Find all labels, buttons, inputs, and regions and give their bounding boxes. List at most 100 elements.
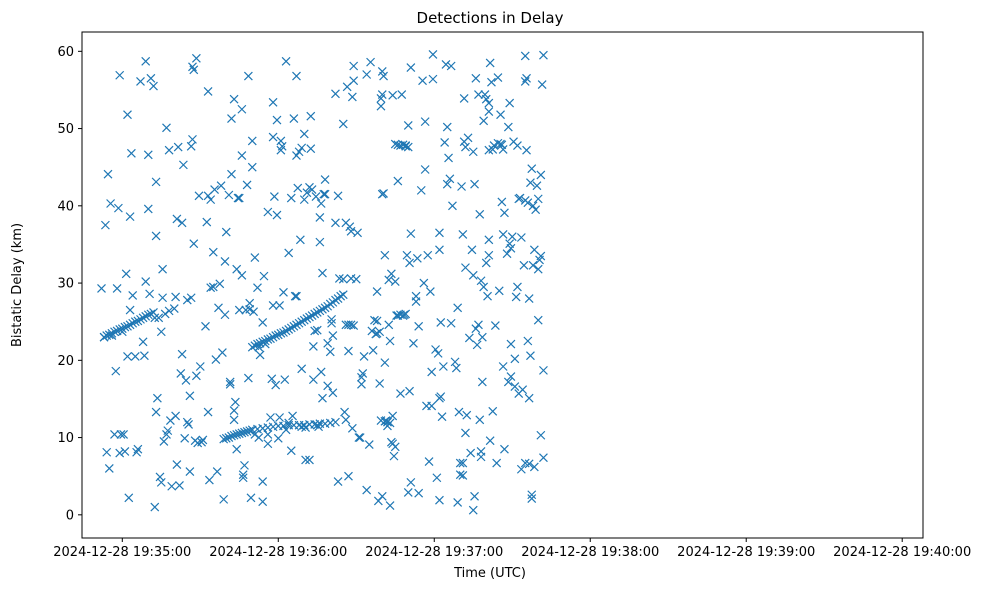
data-point [280,375,290,385]
data-point [537,80,547,89]
data-point [496,110,505,120]
y-axis-label: Bistatic Delay (km) [10,223,25,347]
data-point [164,145,174,155]
data-point [366,57,375,67]
data-point [255,338,265,348]
data-point [484,235,494,245]
data-point [295,235,305,245]
y-axis: 0 10 20 30 40 50 60 [57,45,82,523]
x-tick-label: 2024-12-28 19:38:00 [521,545,659,560]
data-point [490,321,500,330]
data-point [336,291,346,301]
data-point [164,306,174,316]
data-point [237,151,247,161]
data-point [258,477,268,487]
data-point [195,362,205,371]
data-point [130,352,140,361]
data-point [472,340,482,350]
data-point [188,134,197,144]
data-point [120,447,130,456]
x-axis-label: Time (UTC) [453,566,526,581]
data-point [467,245,477,255]
data-point [133,444,143,454]
data-point [219,434,229,444]
data-point [483,291,492,301]
data-point [328,331,338,341]
data-point [489,141,499,150]
data-point [481,258,491,268]
data-point [377,90,387,99]
data-point [531,205,541,215]
data-point [428,74,438,84]
data-point [227,169,236,179]
data-point [232,430,242,439]
data-point [172,214,182,224]
data-point [346,320,356,330]
data-point [250,341,260,351]
data-point [143,204,153,214]
data-point [451,363,461,373]
data-point [484,250,494,260]
data-point [315,306,325,316]
data-point [412,253,422,263]
data-point [515,193,525,203]
data-point [104,330,114,340]
data-point [310,326,320,336]
data-point [266,334,275,344]
data-point [151,407,161,417]
data-point [520,77,530,86]
data-point [357,379,366,389]
data-point [229,94,239,104]
data-point [347,423,357,433]
data-point [229,430,239,440]
data-point [243,71,253,81]
data-point [125,305,135,315]
data-point [281,326,291,336]
data-point [258,318,268,327]
data-point [527,164,537,174]
data-point [227,114,236,123]
data-point [372,316,382,326]
data-point [414,321,424,331]
data-point [263,439,273,449]
data-point [269,192,279,201]
data-point [201,321,210,331]
data-point [194,191,204,201]
data-point [362,485,372,495]
data-point [141,56,151,66]
x-tick-label: 2024-12-28 19:37:00 [365,545,503,560]
data-point [307,311,317,320]
data-point [500,444,509,454]
data-point [528,201,538,211]
data-point [299,195,309,205]
data-point [125,320,135,330]
data-point [177,349,187,359]
data-point [211,355,221,364]
data-point [477,332,487,342]
chart-title: Detections in Delay [417,9,564,27]
data-point [162,123,171,133]
data-point [279,328,288,337]
data-point [210,185,220,195]
data-point [247,136,257,146]
data-point [301,455,310,465]
data-point [388,411,398,421]
data-point [506,372,516,381]
data-point [208,282,218,292]
data-point [119,430,129,439]
data-point [263,430,273,439]
data-point [468,505,478,515]
data-point [299,315,309,325]
data-point [409,338,418,348]
data-point [293,183,303,193]
data-point [498,144,508,154]
data-point [411,297,421,307]
data-point [420,165,430,174]
data-point [272,210,282,220]
data-point [419,278,429,288]
data-point [150,502,160,512]
data-point [386,269,396,279]
data-point [111,366,121,376]
data-point [290,291,300,301]
data-point [155,472,165,482]
